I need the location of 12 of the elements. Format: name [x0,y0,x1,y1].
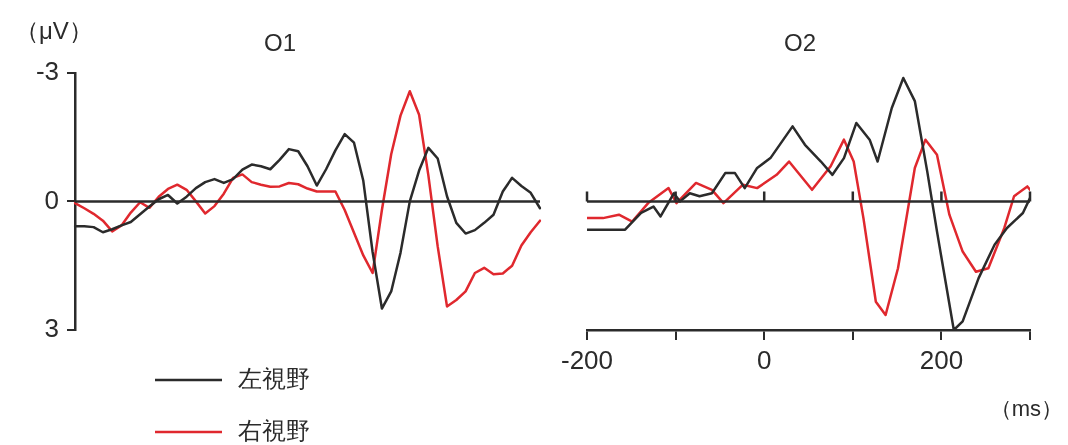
y-tick-label: -3 [35,55,59,86]
x-axis-title: （ms） [989,396,1063,422]
legend-label: 左視野 [238,364,310,392]
x-tick-label: -200 [561,344,614,375]
chart-title: O1 [263,29,297,57]
y-tick-label: 3 [44,313,59,344]
x-tick-label: 0 [756,344,772,375]
x-tick-label: 200 [919,344,964,375]
legend-label: 右視野 [238,416,310,444]
chart-title: O2 [783,29,817,57]
y-tick-label: 0 [44,184,59,215]
y-axis-title: （μV） [15,16,93,44]
